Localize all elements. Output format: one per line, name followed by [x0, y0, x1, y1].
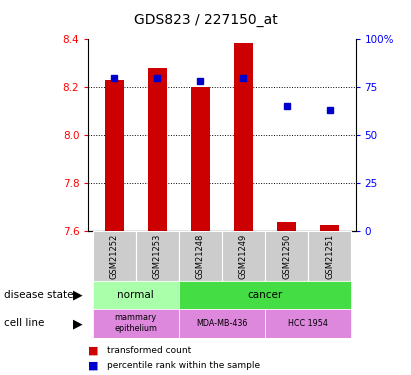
Text: GSM21248: GSM21248 — [196, 233, 205, 279]
Text: GSM21251: GSM21251 — [325, 233, 334, 279]
Bar — [234, 43, 253, 231]
Text: disease state: disease state — [4, 290, 74, 300]
Text: cell line: cell line — [4, 318, 44, 328]
Bar — [222, 231, 265, 281]
Text: normal: normal — [118, 290, 154, 300]
Text: ▶: ▶ — [73, 289, 83, 302]
Text: percentile rank within the sample: percentile rank within the sample — [107, 361, 260, 370]
Bar — [265, 231, 308, 281]
Bar — [179, 231, 222, 281]
Text: ■: ■ — [88, 346, 99, 355]
Bar — [136, 231, 179, 281]
Bar — [148, 68, 167, 231]
Text: GSM21249: GSM21249 — [239, 233, 248, 279]
Text: GSM21253: GSM21253 — [153, 233, 162, 279]
Text: GDS823 / 227150_at: GDS823 / 227150_at — [134, 13, 277, 27]
Bar — [92, 309, 179, 338]
Bar — [277, 222, 296, 231]
Bar — [92, 231, 136, 281]
Text: mammary
epithelium: mammary epithelium — [114, 314, 157, 333]
Bar — [265, 309, 351, 338]
Bar — [320, 225, 339, 231]
Bar — [92, 281, 179, 309]
Bar — [179, 281, 351, 309]
Text: ▶: ▶ — [73, 317, 83, 330]
Bar — [179, 309, 265, 338]
Text: HCC 1954: HCC 1954 — [288, 319, 328, 328]
Text: GSM21250: GSM21250 — [282, 233, 291, 279]
Text: MDA-MB-436: MDA-MB-436 — [196, 319, 247, 328]
Text: ■: ■ — [88, 361, 99, 370]
Bar — [104, 80, 124, 231]
Bar — [191, 87, 210, 231]
Text: transformed count: transformed count — [107, 346, 191, 355]
Bar — [308, 231, 351, 281]
Text: GSM21252: GSM21252 — [110, 233, 119, 279]
Text: cancer: cancer — [247, 290, 283, 300]
